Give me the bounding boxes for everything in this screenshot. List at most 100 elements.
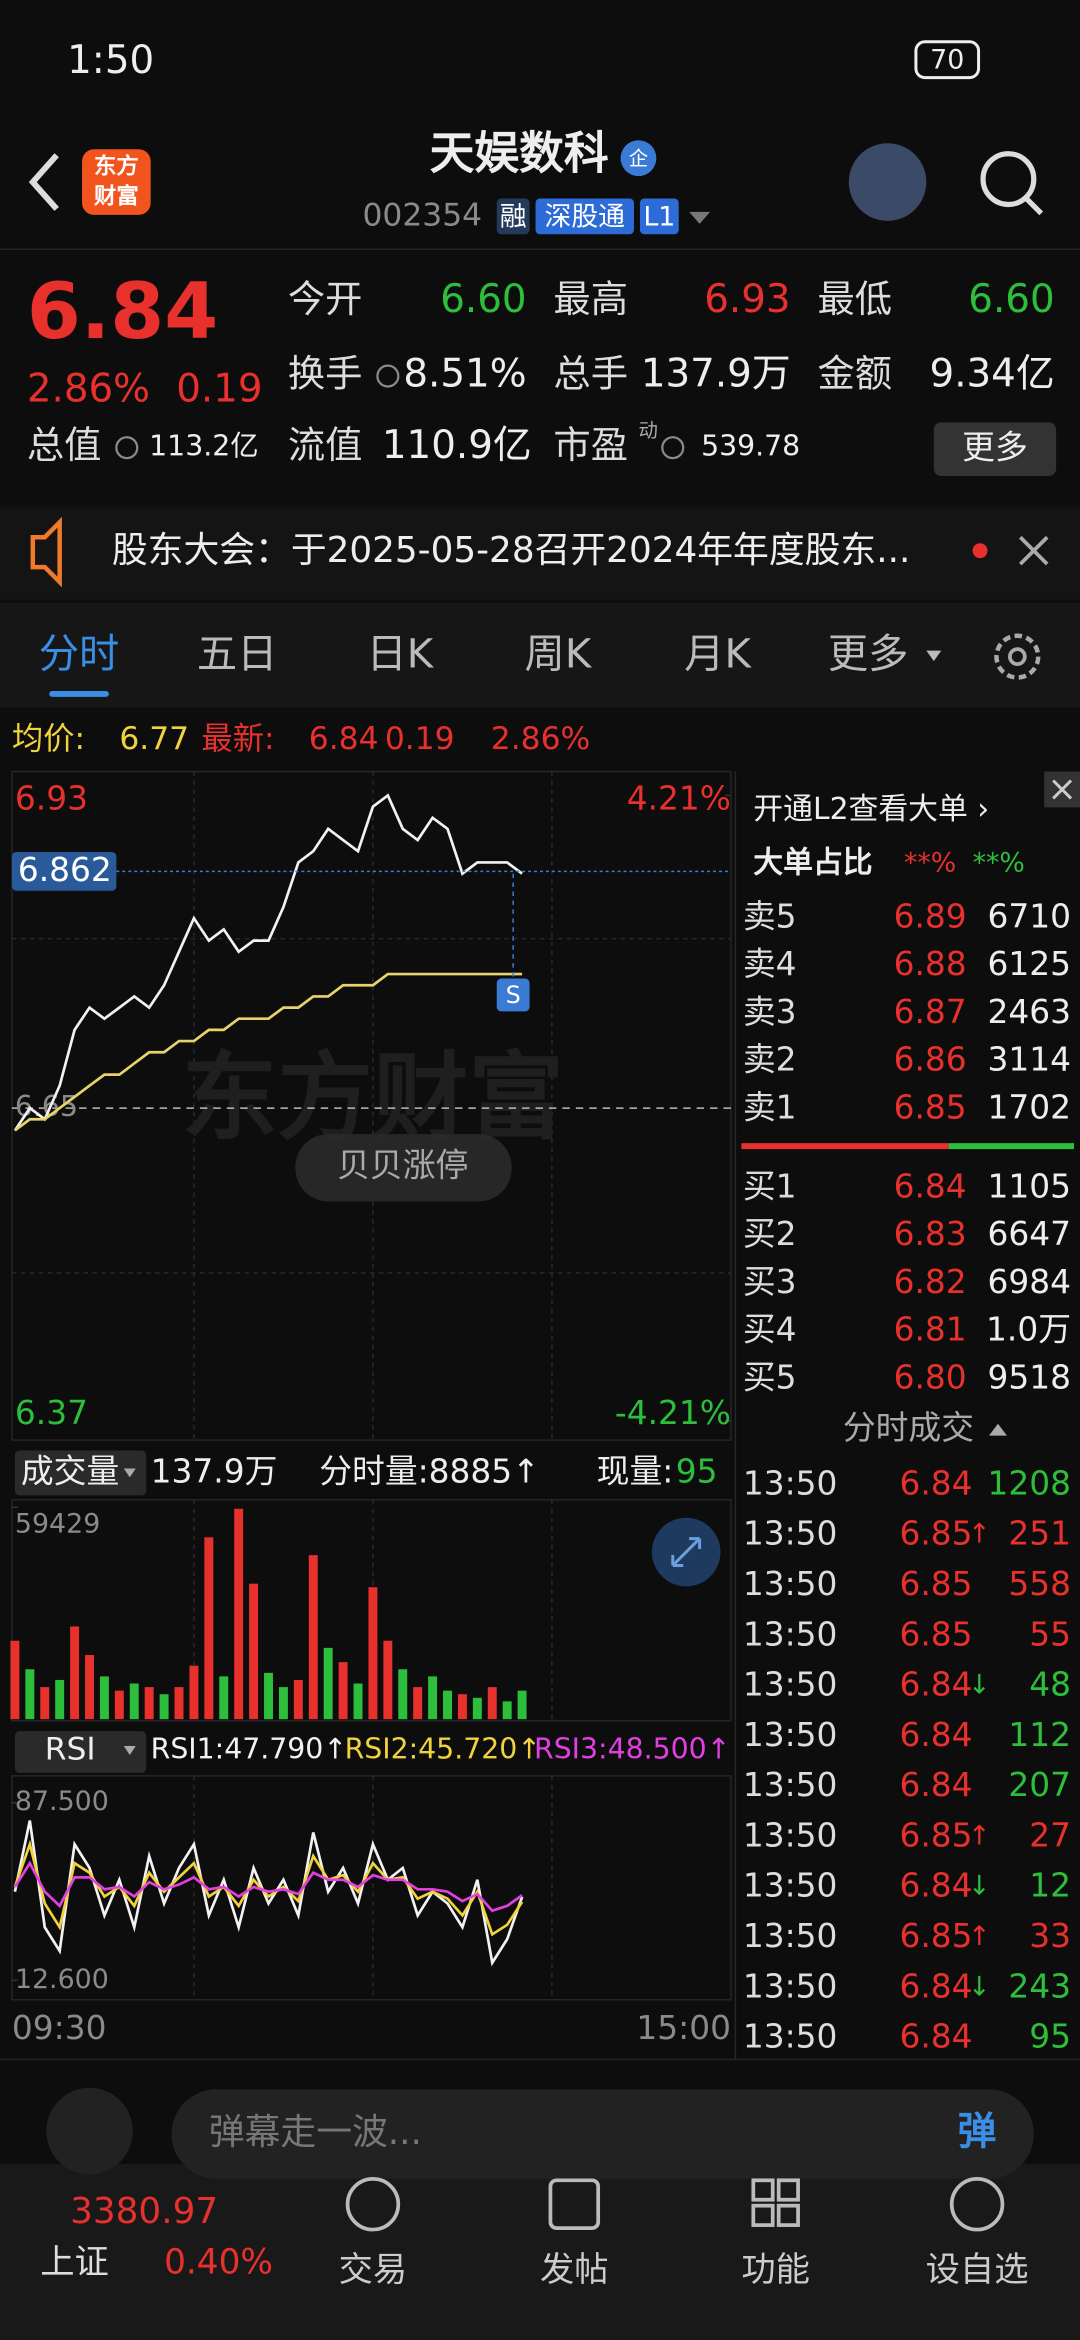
summary-last: 6.84: [309, 721, 379, 757]
book-level: 卖4: [743, 945, 797, 983]
volume-bar: [249, 1583, 259, 1720]
marker: S: [506, 981, 521, 1009]
y2-tick-label: 4.21%: [627, 779, 731, 817]
info-icon: [376, 364, 400, 388]
volume-bar: [234, 1508, 244, 1720]
field-label: 流值: [288, 423, 363, 467]
tab[interactable]: 日K: [366, 632, 434, 678]
tab[interactable]: 五日: [197, 632, 278, 678]
trade-time: 13:50: [743, 1666, 838, 1704]
book-volume: 3114: [988, 1041, 1071, 1079]
book-level: 买5: [743, 1358, 797, 1396]
close-button[interactable]: [1019, 535, 1049, 566]
volume-selector[interactable]: [14, 1450, 147, 1496]
rsi-panel: [11, 1775, 732, 2001]
x-tick-label: 15:00: [636, 2009, 731, 2047]
volume-bar: [293, 1679, 303, 1720]
last-price: 6.84: [27, 267, 218, 357]
trades-toggle: [989, 1423, 1007, 1436]
book-volume: 2463: [988, 993, 1071, 1031]
nav-item[interactable]: 发帖: [540, 2250, 609, 2290]
more-button[interactable]: [933, 422, 1057, 477]
volume-title: 成交量: [21, 1452, 119, 1490]
index-name: 上证: [40, 2242, 109, 2282]
trade-price: 6.84: [900, 1766, 973, 1804]
volume-dropdown: [123, 1468, 136, 1478]
tab[interactable]: 月K: [684, 632, 752, 678]
trade-price: 6.84: [900, 1464, 973, 1502]
index-change: 0.40%: [164, 2242, 273, 2282]
trade-volume: 48: [1029, 1666, 1071, 1704]
battery: [914, 40, 981, 80]
volume-bar: [144, 1687, 154, 1720]
field-value: 8.51%: [403, 352, 526, 397]
tag-bg: [496, 198, 530, 235]
rsi-title: RSI: [45, 1732, 96, 1768]
settings-center: [1008, 647, 1027, 666]
search-button[interactable]: [980, 151, 1037, 208]
field-label: 总值: [27, 423, 102, 467]
crosshair-box: [11, 851, 117, 891]
comment-input[interactable]: [171, 2089, 1034, 2179]
series-line: [13, 1839, 524, 1937]
book-volume: 6647: [988, 1215, 1071, 1253]
dropdown[interactable]: [689, 211, 711, 224]
book-price: 6.89: [894, 897, 967, 935]
danmu-button[interactable]: 弹: [958, 2110, 997, 2155]
battery-level: 70: [930, 45, 964, 76]
volume-bar: [55, 1679, 65, 1720]
nav-item[interactable]: 设自选: [926, 2250, 1029, 2290]
comment-settings[interactable]: [46, 2087, 133, 2175]
series-line: [14, 972, 523, 1132]
tag: L1: [643, 201, 675, 232]
limit-button[interactable]: [295, 1134, 512, 1202]
book-level: 买3: [743, 1263, 797, 1301]
notice-bar[interactable]: [0, 507, 1080, 600]
robot-avatar[interactable]: [848, 143, 927, 221]
book-level: 买4: [743, 1311, 797, 1349]
volume-bar: [413, 1687, 423, 1720]
book-price: 6.85: [894, 1088, 967, 1126]
book-volume: 1.0万: [986, 1311, 1071, 1349]
tag: 深股通: [544, 201, 625, 232]
volume-bar: [517, 1690, 527, 1720]
trade-volume: 251: [1008, 1515, 1071, 1553]
field-label: 市盈: [553, 423, 628, 467]
tag: 融: [500, 201, 527, 232]
summary-last-label: 最新:: [201, 721, 274, 757]
volume-bar: [457, 1694, 467, 1720]
nav-item[interactable]: 交易: [339, 2250, 408, 2290]
trade-volume: 207: [1008, 1766, 1071, 1804]
stock-name: 天娱数科: [430, 127, 609, 180]
y-tick-label: 6.93: [15, 779, 88, 817]
period-volume: 分时量:8885↑: [319, 1452, 539, 1490]
marker-box[interactable]: [496, 978, 530, 1012]
current-label: 现量:: [597, 1452, 674, 1490]
series-line: [13, 1820, 524, 1967]
tab[interactable]: 周K: [525, 632, 593, 678]
close-book-x: [1052, 779, 1073, 800]
nav-item[interactable]: 功能: [741, 2250, 810, 2290]
ratio-label: 大单占比: [753, 846, 872, 881]
trade-time: 13:50: [743, 1816, 838, 1854]
volume-bar: [129, 1683, 139, 1720]
field-label: 今开: [288, 277, 363, 321]
summary-avg: 6.77: [119, 721, 189, 757]
trade-time: 13:50: [743, 1766, 838, 1804]
book-volume: 6710: [988, 897, 1071, 935]
tab[interactable]: 更多: [828, 632, 909, 678]
trade-arrow: ↓: [968, 1670, 990, 1701]
tab[interactable]: 分时: [39, 632, 120, 678]
bottom-nav: [0, 2163, 1080, 2340]
change: 0.19: [176, 366, 262, 411]
legend-entry: RSI1:47.790↑: [151, 1733, 347, 1766]
volume-bar: [323, 1647, 333, 1720]
back-button[interactable]: [28, 153, 59, 211]
trade-time: 13:50: [743, 2018, 838, 2056]
ratio-sell: **%: [904, 848, 956, 879]
indicator-selector[interactable]: [14, 1731, 147, 1773]
trade-volume: 112: [1008, 1716, 1071, 1754]
book-level: 卖2: [743, 1041, 797, 1079]
field-label: 换手: [288, 352, 363, 396]
comment-placeholder: 弹幕走一波...: [209, 2112, 422, 2153]
